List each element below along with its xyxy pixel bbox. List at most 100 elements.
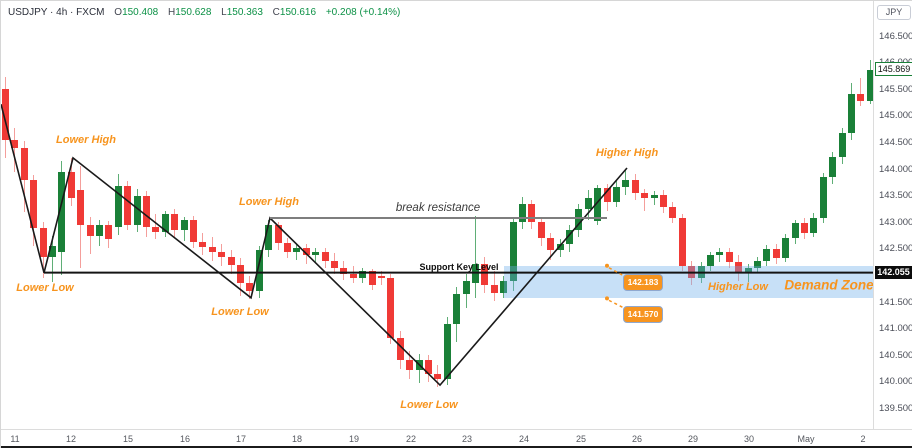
price-tick-label: 141.000 bbox=[879, 323, 912, 335]
candlestick bbox=[406, 359, 414, 371]
candlestick bbox=[801, 223, 808, 233]
candlestick bbox=[472, 263, 479, 284]
candlestick bbox=[669, 207, 677, 219]
time-tick-label: 30 bbox=[743, 434, 755, 444]
candlestick bbox=[227, 256, 235, 265]
demand-zone-rect[interactable] bbox=[504, 265, 873, 299]
open-label: O bbox=[114, 7, 123, 18]
candlestick bbox=[791, 223, 799, 239]
candlestick bbox=[838, 132, 846, 158]
candlestick bbox=[387, 278, 395, 339]
time-tick-label: 15 bbox=[122, 434, 134, 444]
candlestick bbox=[133, 195, 141, 225]
candlestick bbox=[434, 373, 442, 380]
candlestick bbox=[161, 214, 169, 232]
close-label: C bbox=[272, 7, 280, 18]
currency-button[interactable]: JPY bbox=[877, 5, 911, 20]
price-tick-label: 143.000 bbox=[879, 216, 912, 228]
candlestick bbox=[754, 260, 761, 268]
callout-dot bbox=[605, 296, 609, 301]
candlestick bbox=[603, 188, 611, 203]
candle-wick bbox=[155, 214, 157, 240]
support-key-level-label[interactable]: Support Key Level bbox=[419, 262, 499, 272]
time-tick-label: 29 bbox=[687, 434, 699, 444]
price-callout[interactable]: 141.570 bbox=[623, 306, 663, 323]
candlestick bbox=[171, 214, 179, 231]
candlestick bbox=[631, 179, 639, 194]
price-tick-label: 142.500 bbox=[879, 243, 912, 255]
candlestick bbox=[302, 247, 310, 256]
candlestick bbox=[30, 179, 38, 228]
structure-label[interactable]: Demand Zone bbox=[784, 277, 873, 293]
candlestick bbox=[396, 338, 404, 360]
time-axis[interactable]: 11 12 15 16 17 18 19 22 23 24 25 26 29 30 May 2 bbox=[1, 429, 912, 448]
break-resistance-label[interactable]: break resistance bbox=[395, 202, 481, 214]
candlestick bbox=[537, 222, 545, 239]
candlestick bbox=[340, 267, 348, 275]
candlestick bbox=[58, 171, 66, 252]
price-axis[interactable]: JPY 145.869 142.055 146.500146.000145.50… bbox=[873, 1, 912, 429]
candle-wick bbox=[475, 215, 476, 298]
candlestick bbox=[67, 171, 75, 199]
structure-label[interactable]: Lower High bbox=[239, 196, 299, 208]
candlestick bbox=[246, 283, 254, 292]
high-value: 150.628 bbox=[175, 7, 212, 18]
candlestick bbox=[462, 280, 470, 295]
structure-label[interactable]: Higher Low bbox=[708, 281, 768, 293]
symbol-title[interactable]: USDJPY · 4h · FXCM bbox=[8, 7, 105, 18]
candlestick bbox=[368, 271, 376, 286]
candlestick bbox=[716, 251, 724, 256]
structure-label[interactable]: Higher High bbox=[595, 147, 659, 159]
level-price-label: 142.055 bbox=[875, 266, 912, 280]
candles-layer bbox=[1, 1, 873, 429]
candlestick bbox=[20, 147, 28, 180]
candlestick bbox=[39, 227, 47, 257]
candlestick bbox=[105, 224, 113, 239]
symbol-header[interactable]: USDJPY · 4h · FXCM O150.408 H150.628 L15… bbox=[8, 7, 400, 18]
candlestick bbox=[208, 246, 216, 253]
candlestick bbox=[180, 220, 188, 231]
candlestick bbox=[284, 242, 291, 252]
structure-label[interactable]: Lower Low bbox=[16, 282, 74, 294]
candlestick bbox=[124, 185, 132, 225]
candlestick bbox=[11, 139, 19, 148]
chart-pane[interactable]: Lower High Lower Low Lower High Lower Low Lo… bbox=[1, 1, 873, 429]
candlestick bbox=[528, 203, 536, 223]
callout-dot bbox=[605, 263, 609, 268]
price-tick-label: 140.500 bbox=[879, 349, 912, 361]
price-tick-label: 145.500 bbox=[879, 83, 912, 95]
price-tick-label: 141.500 bbox=[879, 296, 912, 308]
candlestick bbox=[660, 194, 667, 208]
low-value: 150.363 bbox=[226, 7, 263, 18]
candlestick bbox=[547, 238, 555, 250]
open-value: 150.408 bbox=[122, 7, 159, 18]
structure-label[interactable]: Lower High bbox=[56, 134, 116, 146]
price-tick-label: 139.500 bbox=[879, 403, 912, 414]
candlestick bbox=[199, 241, 207, 247]
candlestick bbox=[274, 224, 282, 243]
candlestick bbox=[829, 157, 837, 178]
candlestick bbox=[293, 247, 301, 252]
candlestick bbox=[735, 262, 743, 273]
candlestick bbox=[77, 190, 85, 225]
candlestick bbox=[866, 69, 873, 101]
price-tick-label: 144.500 bbox=[879, 137, 912, 148]
candlestick bbox=[678, 218, 686, 266]
candlestick bbox=[359, 271, 367, 279]
candlestick bbox=[509, 222, 517, 281]
price-tick-label: 145.000 bbox=[879, 110, 912, 122]
change-value: +0.208 (+0.14%) bbox=[325, 7, 401, 18]
candlestick bbox=[49, 246, 56, 257]
price-tick-label: 146.500 bbox=[879, 30, 912, 42]
candlestick bbox=[744, 267, 752, 273]
candlestick bbox=[819, 177, 827, 219]
price-tick-label: 144.000 bbox=[879, 163, 912, 175]
price-callout[interactable]: 142.183 bbox=[623, 274, 663, 291]
candlestick bbox=[152, 227, 160, 232]
time-tick-label: 18 bbox=[291, 434, 303, 444]
structure-label[interactable]: Lower Low bbox=[400, 399, 458, 411]
candlestick bbox=[622, 179, 630, 188]
structure-label[interactable]: Lower Low bbox=[211, 306, 269, 318]
window-bottom-edge bbox=[1, 446, 912, 448]
